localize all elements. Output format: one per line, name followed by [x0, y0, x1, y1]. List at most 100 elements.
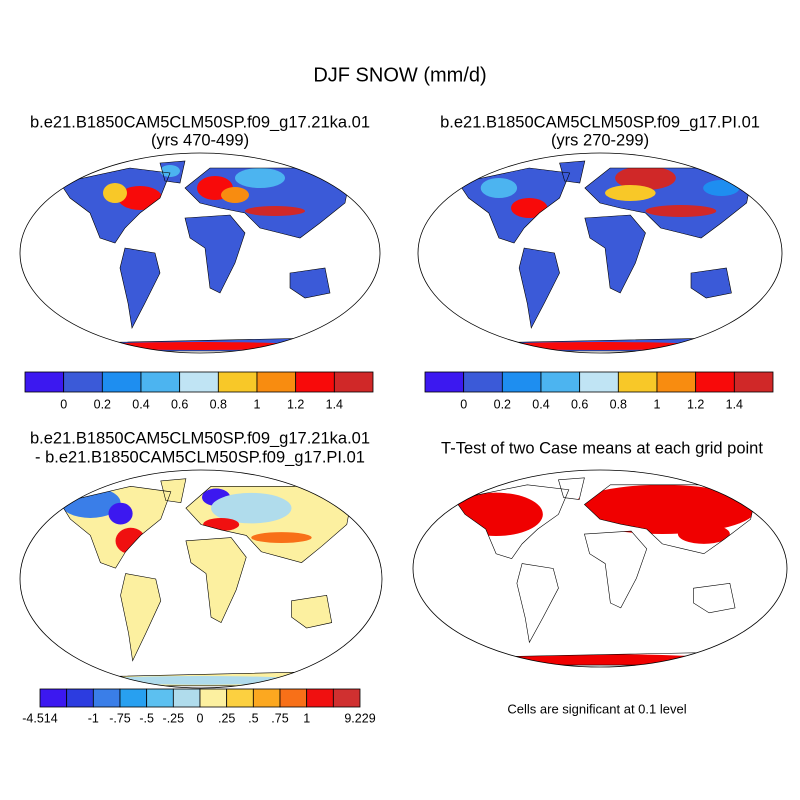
coastline: [292, 595, 332, 628]
field: [454, 484, 756, 666]
panel-title: b.e21.B1850CAM5CLM50SP.f09_g17.21ka.01: [30, 113, 370, 131]
land-shape: [185, 537, 247, 623]
colorbar-box: [140, 371, 181, 393]
coastline: [517, 564, 559, 643]
panel-subtitle: (yrs 470-499): [151, 131, 249, 149]
field-patch: [605, 185, 656, 201]
field-patch: [454, 492, 543, 536]
colorbar-label: .75: [271, 711, 288, 725]
coastline: [121, 574, 161, 661]
field-patch: [221, 187, 249, 203]
colorbar-label: 1.2: [687, 397, 704, 411]
land-shape: [60, 168, 170, 243]
field-patch: [235, 168, 285, 188]
field-patch: [615, 166, 676, 190]
map: [413, 470, 787, 667]
colorbar-box: [424, 371, 465, 393]
field-patch: [245, 206, 305, 216]
colorbar-label: 0.8: [210, 397, 227, 411]
map-content: [458, 161, 751, 351]
colorbar-label: -.75: [109, 711, 131, 725]
colorbar-label: 0.4: [132, 397, 149, 411]
colorbar-box: [101, 371, 142, 393]
panel-title: b.e21.B1850CAM5CLM50SP.f09_g17.PI.01: [440, 113, 760, 131]
colorbar-box: [332, 688, 361, 708]
field: [60, 487, 312, 685]
field-patch: [677, 524, 730, 544]
colorbar-label: 0.6: [171, 397, 188, 411]
map-border: [418, 153, 782, 353]
colorbar-label: 0: [60, 397, 67, 411]
land-shape: [185, 215, 245, 293]
coastline: [458, 168, 569, 243]
map-border: [20, 153, 380, 353]
coastline: [161, 479, 186, 503]
map-content: [60, 479, 352, 686]
colorbar-label: 1: [254, 397, 261, 411]
map-content: [60, 161, 350, 351]
colorbar-label: 9.229: [344, 711, 375, 725]
colorbar-label: -.25: [163, 711, 185, 725]
land-shape: [558, 477, 585, 500]
land-shape: [559, 161, 585, 183]
land-shape: [584, 531, 647, 608]
coastline: [160, 161, 185, 183]
colorbar-label: 0: [460, 397, 467, 411]
coastline: [560, 161, 585, 183]
colorbar-box: [540, 371, 581, 393]
colorbar-label: 0: [197, 711, 204, 725]
coastline: [584, 531, 646, 608]
land-shape: [120, 573, 161, 661]
colorbar-box: [63, 371, 103, 393]
land-shape: [291, 595, 332, 629]
map-border: [413, 470, 787, 667]
field-patch: [203, 517, 240, 532]
colorbar-label: .25: [218, 711, 235, 725]
colorbar-box: [333, 371, 374, 393]
field-patch: [703, 180, 740, 196]
colorbar-label: -4.514: [22, 711, 57, 725]
coastline: [60, 486, 171, 568]
map: [20, 153, 380, 353]
coastline: [455, 485, 569, 559]
colorbar-box: [179, 371, 219, 393]
coastline: [185, 215, 245, 293]
field-patch: [480, 178, 518, 198]
colorbar-label: .5: [248, 711, 258, 725]
colorbar-box: [695, 371, 735, 393]
colorbar-box: [172, 688, 201, 708]
field-patch: [108, 502, 133, 525]
colorbar-box: [119, 688, 148, 708]
map: [418, 153, 782, 353]
colorbar-label: -1: [88, 711, 99, 725]
land-shape: [519, 248, 560, 328]
colorbar-box: [226, 688, 254, 708]
coastline: [691, 268, 731, 298]
colorbar-label: 1: [303, 711, 310, 725]
panel-title: T-Test of two Case means at each grid po…: [441, 439, 763, 457]
colorbar-box: [501, 371, 542, 393]
panel-subtitle: - b.e21.B1850CAM5CLM50SP.f09_g17.PI.01: [35, 448, 365, 466]
field: [90, 165, 310, 350]
colorbar-box: [733, 371, 774, 393]
colorbar-box: [306, 688, 334, 708]
map-border: [20, 470, 382, 688]
colorbar-box: [252, 688, 281, 708]
colorbar-label: 0.2: [94, 397, 111, 411]
colorbar-box: [92, 688, 121, 708]
field-patch: [118, 186, 162, 210]
colorbar-box: [146, 688, 174, 708]
colorbar-box: [24, 371, 65, 393]
field-patch: [160, 165, 180, 177]
land-shape: [516, 563, 559, 643]
land-shape: [584, 215, 646, 293]
land-shape: [693, 583, 736, 613]
coastline: [186, 538, 246, 623]
coastline: [694, 583, 736, 613]
land-shape: [691, 268, 732, 298]
colorbar-box: [279, 688, 308, 708]
field: [480, 166, 740, 350]
coastline: [519, 248, 559, 328]
colorbar-box: [656, 371, 697, 393]
